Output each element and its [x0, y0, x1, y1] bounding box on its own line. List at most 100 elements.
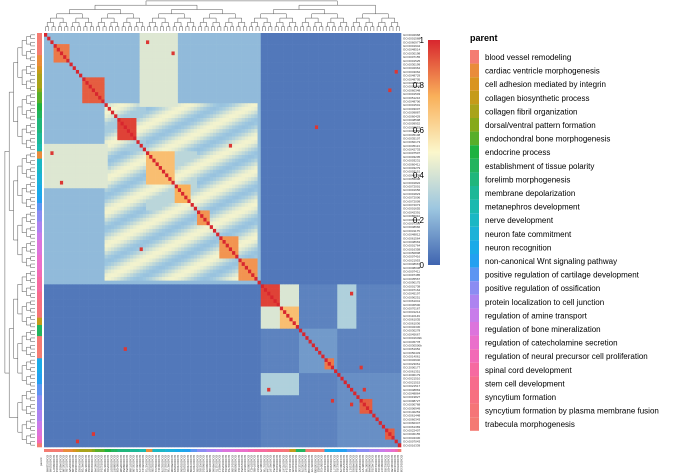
heatmap-cell	[110, 132, 115, 137]
heatmap-cell	[200, 47, 204, 52]
heatmap-cell	[308, 154, 313, 159]
heatmap-cell	[391, 154, 395, 159]
heatmap-cell	[263, 114, 268, 119]
heatmap-cell	[136, 92, 140, 97]
heatmap-cell	[69, 92, 73, 97]
heatmap-cell	[79, 136, 83, 141]
heatmap-cell	[337, 143, 341, 148]
heatmap-cell	[372, 151, 376, 156]
heatmap-cell	[314, 36, 319, 41]
heatmap-cell	[251, 73, 255, 78]
heatmap-cell	[251, 166, 255, 171]
heatmap-cell	[346, 44, 351, 49]
heatmap-cell	[305, 125, 309, 130]
dendrogram-branch	[94, 4, 198, 10]
heatmap-cell	[346, 143, 351, 148]
heatmap-cell	[391, 44, 395, 49]
heatmap-cell	[44, 129, 48, 134]
heatmap-cell	[359, 173, 364, 178]
heatmap-cell	[305, 73, 309, 78]
heatmap-cell	[177, 118, 182, 123]
heatmap-cell	[193, 114, 198, 119]
heatmap-cell	[142, 180, 147, 185]
heatmap-cell	[101, 66, 105, 71]
heatmap-cell	[142, 51, 147, 56]
heatmap-cell	[101, 121, 105, 126]
heatmap-cell	[251, 58, 255, 63]
heatmap-cell	[254, 154, 258, 159]
heatmap-cell	[283, 147, 287, 152]
heatmap-cell	[101, 140, 105, 145]
heatmap-cell	[142, 162, 147, 167]
heatmap-cell	[375, 81, 379, 86]
heatmap-cell	[381, 47, 386, 52]
heatmap-cell	[216, 103, 220, 108]
heatmap-cell	[273, 103, 277, 108]
heatmap-cell	[273, 44, 277, 49]
heatmap-cell	[168, 118, 172, 123]
heatmap-cell	[177, 125, 182, 130]
heatmap-cell	[260, 73, 265, 78]
heatmap-cell	[222, 154, 226, 159]
heatmap-cell	[216, 77, 220, 82]
heatmap-cell	[133, 77, 137, 82]
heatmap-cell	[286, 158, 290, 163]
heatmap-cell	[318, 106, 322, 111]
heatmap-cell	[91, 118, 96, 123]
heatmap-cell	[283, 55, 287, 60]
heatmap-cell	[334, 77, 338, 82]
heatmap-cell	[228, 162, 233, 167]
heatmap-cell	[82, 33, 86, 37]
heatmap-cell	[209, 180, 214, 185]
heatmap-cell	[152, 114, 156, 119]
heatmap-cell	[283, 173, 287, 178]
dendrogram-branch	[203, 17, 217, 23]
heatmap-cell	[295, 169, 300, 174]
dendrogram-branch	[26, 420, 31, 429]
heatmap-cell	[299, 125, 303, 130]
heatmap-cell	[241, 77, 246, 82]
heatmap-cell	[276, 44, 281, 49]
row-annotation-cell	[37, 258, 42, 263]
heatmap-cell	[222, 173, 226, 178]
heatmap-cell	[369, 62, 373, 67]
heatmap-cell	[187, 106, 191, 111]
heatmap-cell	[44, 95, 48, 100]
heatmap-cell	[168, 33, 172, 37]
heatmap-cell	[251, 44, 255, 49]
heatmap-cell	[95, 73, 99, 78]
heatmap-cell	[369, 77, 373, 82]
heatmap-cell	[59, 106, 64, 111]
heatmap-cell	[187, 95, 191, 100]
heatmap-cell	[117, 129, 121, 134]
dendrogram-branch	[306, 26, 311, 31]
heatmap-cell	[346, 106, 351, 111]
heatmap-cell	[107, 44, 112, 49]
heatmap-cell	[362, 81, 367, 86]
heatmap-cell	[117, 169, 121, 174]
heatmap-cell	[47, 125, 51, 130]
heatmap-cell	[251, 129, 255, 134]
row-annotation-cell	[37, 273, 42, 278]
heatmap-cell	[289, 33, 293, 37]
heatmap-cell	[359, 147, 364, 152]
column-annotation-cell	[232, 449, 236, 452]
heatmap-cell	[114, 169, 118, 174]
heatmap-cell	[254, 177, 258, 182]
heatmap-cell	[209, 140, 214, 145]
heatmap-cell	[343, 177, 348, 182]
dendrogram-branch	[30, 123, 35, 128]
heatmap-cell	[139, 55, 144, 60]
heatmap-cell	[139, 166, 144, 171]
heatmap-cell	[158, 151, 163, 156]
heatmap-cell	[302, 162, 306, 167]
heatmap-cell	[343, 143, 348, 148]
heatmap-cell	[110, 95, 115, 100]
heatmap-cell	[110, 118, 115, 123]
heatmap-cell	[337, 162, 341, 167]
heatmap-cell	[279, 154, 284, 159]
heatmap-cell	[107, 173, 112, 178]
heatmap-cell	[66, 106, 70, 111]
heatmap-cell	[365, 136, 370, 141]
heatmap-cell	[388, 173, 392, 178]
